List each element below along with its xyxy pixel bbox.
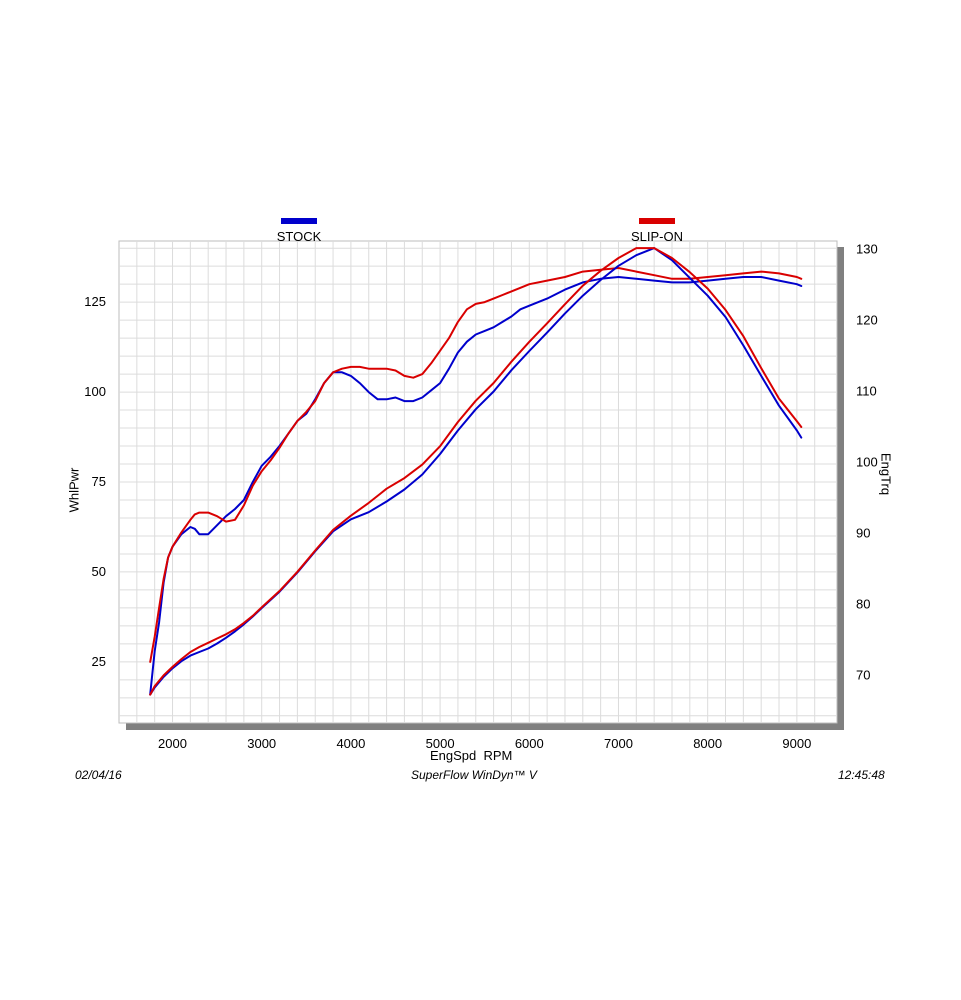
stock-torque-line xyxy=(149,247,803,696)
y-tick-label: 25 xyxy=(92,654,106,669)
y-tick-label: 50 xyxy=(92,564,106,579)
y2-tick-label: 70 xyxy=(856,667,870,682)
x-tick-label: 7000 xyxy=(604,736,633,751)
x-tick-label: 3000 xyxy=(247,736,276,751)
footer-time: 12:45:48 xyxy=(838,768,885,782)
series-lines xyxy=(149,247,803,696)
y-tick-labels: 25 50 75 100 125 xyxy=(84,294,106,669)
y-tick-label: 100 xyxy=(84,384,106,399)
x-tick-label: 8000 xyxy=(693,736,722,751)
footer-software: SuperFlow WinDyn™ V xyxy=(411,768,537,782)
y2-tick-label: 110 xyxy=(856,383,877,398)
legend-label-slipon: SLIP-ON xyxy=(630,229,683,244)
y-axis-title: WhlPwr xyxy=(66,467,82,513)
y-tick-label: 75 xyxy=(92,474,106,489)
legend-label-stock: STOCK xyxy=(276,229,322,244)
y2-tick-label: 130 xyxy=(856,242,878,257)
legend-swatch-stock xyxy=(281,218,317,224)
y-tick-label: 125 xyxy=(84,294,106,309)
y2-tick-label: 90 xyxy=(856,525,870,540)
y2-tick-label: 80 xyxy=(856,596,870,611)
x-tick-label: 9000 xyxy=(782,736,811,751)
y2-tick-label: 120 xyxy=(856,313,878,328)
y2-tick-label: 100 xyxy=(856,454,878,469)
legend-slipon: SLIP-ON xyxy=(620,218,694,244)
x-tick-labels: 2000 3000 4000 5000 6000 7000 8000 9000 xyxy=(158,736,811,751)
footer-date: 02/04/16 xyxy=(75,768,122,782)
slipon-power-line xyxy=(149,267,803,663)
grid-lines xyxy=(119,241,837,723)
x-tick-label: 4000 xyxy=(336,736,365,751)
x-axis-title: EngSpd RPM xyxy=(430,748,513,763)
x-tick-label: 2000 xyxy=(158,736,187,751)
legend-stock: STOCK xyxy=(268,218,330,244)
y2-axis-title: EngTrq xyxy=(878,452,894,496)
stock-power-line xyxy=(149,276,803,696)
y2-tick-labels: 70 80 90 100 110 120 130 xyxy=(856,242,878,683)
x-tick-label: 5000 xyxy=(426,736,455,751)
x-tick-label: 6000 xyxy=(515,736,544,751)
legend-swatch-slipon xyxy=(639,218,675,224)
slipon-torque-line xyxy=(149,247,803,696)
